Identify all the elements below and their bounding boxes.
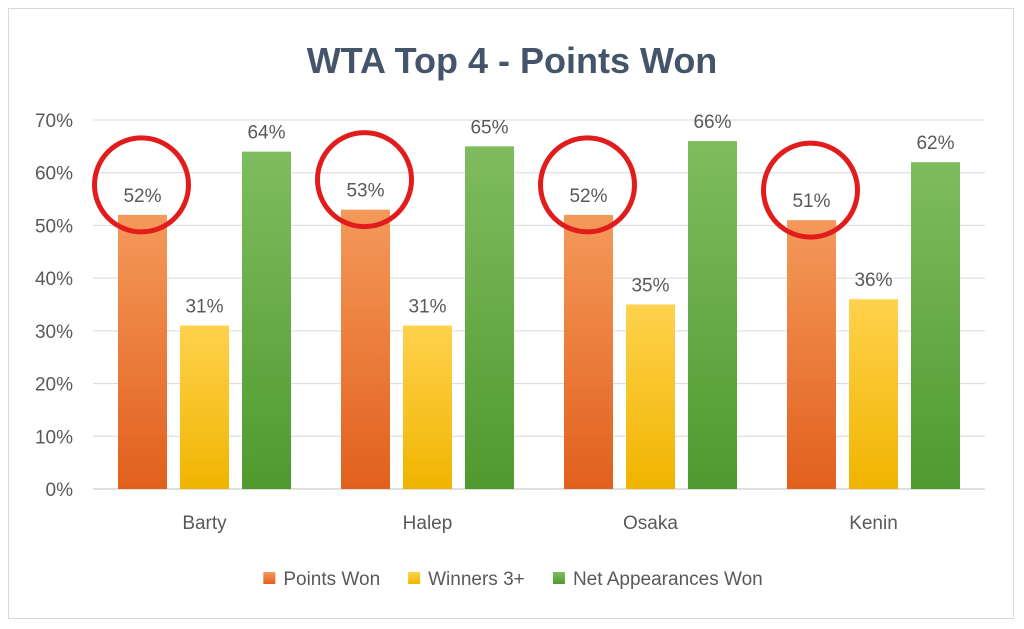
gridlines bbox=[93, 119, 985, 490]
highlight-circle bbox=[315, 130, 414, 230]
bar-net-appearances-won-osaka bbox=[688, 141, 737, 490]
bar-net-appearances-won-barty bbox=[242, 151, 291, 489]
legend-swatch-winners-3 bbox=[408, 572, 421, 584]
bar-net-appearances-won-halep bbox=[465, 146, 514, 489]
data-label: 36% bbox=[854, 270, 892, 291]
bar-points-won-osaka bbox=[564, 214, 613, 489]
highlight-circle bbox=[761, 140, 860, 240]
highlight-circles bbox=[92, 130, 860, 240]
bars bbox=[118, 141, 960, 490]
x-tick-label: Osaka bbox=[623, 513, 678, 534]
bar-net-appearances-won-kenin bbox=[911, 162, 960, 489]
legend-label: Points Won bbox=[283, 569, 380, 590]
y-tick-label: 40% bbox=[35, 269, 73, 290]
y-tick-label: 20% bbox=[35, 375, 73, 396]
bar-winners-3-osaka bbox=[626, 304, 675, 489]
bar-points-won-halep bbox=[341, 209, 390, 489]
legend: Points Won Winners 3+ Net Appearances Won bbox=[263, 569, 763, 590]
x-tick-label: Barty bbox=[182, 513, 227, 534]
y-tick-label: 10% bbox=[35, 427, 73, 448]
data-label: 31% bbox=[185, 297, 223, 318]
data-label: 65% bbox=[470, 117, 508, 138]
legend-label: Net Appearances Won bbox=[573, 569, 763, 590]
data-label: 53% bbox=[346, 181, 384, 202]
y-tick-label: 50% bbox=[35, 216, 73, 237]
y-tick-label: 70% bbox=[35, 111, 73, 132]
x-tick-label: Halep bbox=[403, 513, 453, 534]
y-tick-label: 30% bbox=[35, 322, 73, 343]
bar-points-won-barty bbox=[118, 214, 167, 489]
data-label: 64% bbox=[247, 123, 285, 144]
y-tick-label: 60% bbox=[35, 164, 73, 185]
x-axis: Barty Halep Osaka Kenin bbox=[182, 513, 897, 534]
highlight-circle bbox=[538, 135, 637, 235]
y-tick-label: 0% bbox=[46, 480, 74, 501]
legend-swatch-points-won bbox=[263, 572, 276, 584]
data-labels: 52% 31% 64% 53% 31% 65% 52% 35% 66% 51% 36% 62% bbox=[123, 112, 954, 318]
legend-label: Winners 3+ bbox=[428, 569, 525, 590]
legend-swatch-net-appearances-won bbox=[552, 572, 565, 584]
data-label: 35% bbox=[631, 276, 669, 297]
bar-winners-3-halep bbox=[403, 325, 452, 489]
data-label: 66% bbox=[693, 112, 731, 133]
data-label: 52% bbox=[569, 186, 607, 207]
chart-title: WTA Top 4 - Points Won bbox=[307, 40, 718, 81]
y-axis: 0% 10% 20% 30% 40% 50% 60% 70% bbox=[35, 111, 73, 501]
x-tick-label: Kenin bbox=[849, 513, 898, 534]
data-label: 51% bbox=[792, 191, 830, 212]
data-label: 52% bbox=[123, 186, 161, 207]
data-label: 31% bbox=[408, 297, 446, 318]
bar-points-won-kenin bbox=[787, 220, 836, 489]
bar-winners-3-kenin bbox=[849, 299, 898, 489]
bar-winners-3-barty bbox=[180, 325, 229, 489]
highlight-circle bbox=[92, 135, 191, 235]
data-label: 62% bbox=[916, 133, 954, 154]
